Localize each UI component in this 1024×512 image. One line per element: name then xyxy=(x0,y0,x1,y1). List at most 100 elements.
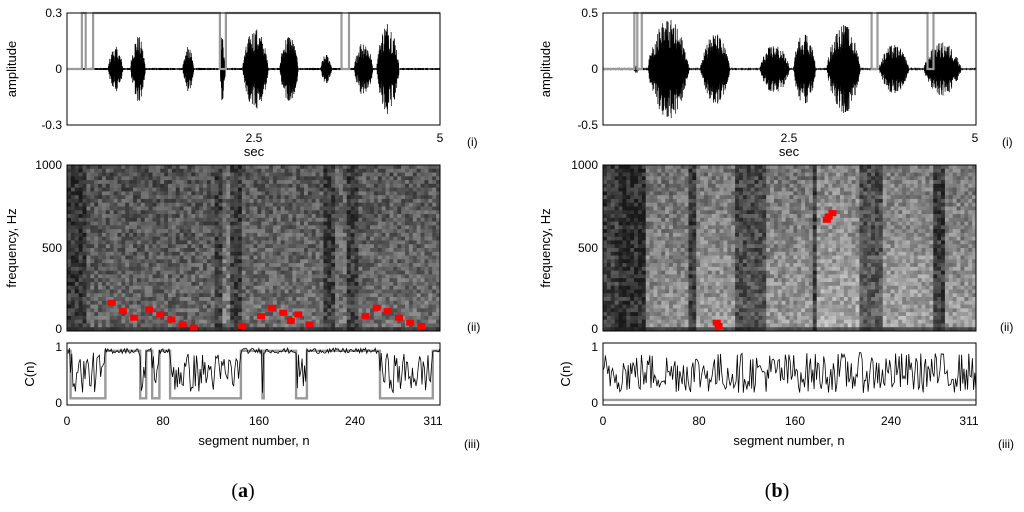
spectrogram-cell xyxy=(90,270,95,275)
spectrogram-cell xyxy=(610,251,616,256)
spectrogram-cell xyxy=(657,202,662,207)
spectrogram-cell xyxy=(618,214,623,219)
spectrogram-cell xyxy=(342,202,348,207)
spectrogram-cell xyxy=(156,191,161,196)
spectrogram-cell xyxy=(105,176,111,181)
spectrogram-cell xyxy=(296,214,301,219)
spectrogram-cell xyxy=(641,289,647,294)
spectrogram-cell xyxy=(331,168,336,173)
spectrogram-cell xyxy=(401,263,406,268)
spectrogram-cell xyxy=(436,165,441,170)
spectrogram-cell xyxy=(140,259,146,264)
spectrogram-cell xyxy=(140,202,146,207)
spectrogram-cell xyxy=(626,285,631,290)
spectrogram-cell xyxy=(133,195,138,200)
spectrogram-cell xyxy=(86,293,91,298)
spectrogram-cell xyxy=(164,214,169,219)
spectrogram-cell xyxy=(362,274,367,279)
spectrogram-cell xyxy=(319,206,324,211)
spectrogram-cell xyxy=(70,232,76,238)
spectrogram-cell xyxy=(304,191,309,196)
spectrogram-cell xyxy=(327,244,332,249)
spectrogram-cell xyxy=(362,244,367,249)
spectrogram-cell xyxy=(156,327,161,332)
spectrogram-cell xyxy=(649,285,654,290)
spectrogram-cell xyxy=(195,293,200,298)
spectrogram-cell xyxy=(133,229,138,234)
spectrogram-cell xyxy=(432,221,437,226)
spectrogram-cell xyxy=(634,319,639,324)
spectrogram-cell xyxy=(187,289,192,294)
spectrogram-cell xyxy=(82,278,87,283)
spectrogram-cell xyxy=(168,270,173,275)
spectrogram-cell xyxy=(377,191,383,196)
spectrogram-cell xyxy=(335,304,340,309)
spectrogram-cell xyxy=(218,195,223,200)
spectrogram-cell xyxy=(218,244,223,249)
spectrogram-cell xyxy=(338,248,344,253)
spectrogram-cell xyxy=(280,221,285,226)
spectrogram-cell xyxy=(206,312,212,317)
spectrogram-cell xyxy=(420,172,425,177)
spectrogram-cell xyxy=(657,183,662,189)
spectrogram-cell xyxy=(160,180,165,185)
spectrogram-cell xyxy=(331,293,336,298)
spectrogram-cell xyxy=(82,251,87,256)
spectrogram-cell xyxy=(626,168,631,173)
decision-step-line xyxy=(67,349,440,400)
spectrogram-cell xyxy=(136,327,142,332)
spectrogram-cell xyxy=(338,304,344,309)
spectrogram-cell xyxy=(416,183,421,189)
spectrogram-cell xyxy=(610,300,616,305)
spectrogram-cell xyxy=(408,289,414,294)
spectrogram-cell xyxy=(187,217,192,222)
spectrogram-cell xyxy=(156,172,161,177)
spectrogram-cell xyxy=(284,304,289,309)
spectrogram-cell xyxy=(657,327,662,332)
spectrogram-cell xyxy=(315,183,320,189)
spectrogram-cell xyxy=(405,198,410,204)
spectrogram-cell xyxy=(436,315,441,321)
spectrogram-cell xyxy=(315,168,320,173)
spectrogram-cell xyxy=(300,255,305,260)
spectrogram-cell xyxy=(82,232,87,238)
spectrogram-cell xyxy=(78,221,83,226)
spectrogram-cell xyxy=(195,319,200,324)
spectrogram-cell xyxy=(661,232,666,238)
spectrogram-cell xyxy=(90,300,95,305)
spectrogram-cell xyxy=(661,319,666,324)
spectrogram-cell xyxy=(218,251,223,256)
spectrogram-cell xyxy=(125,165,130,170)
spectrogram-cell xyxy=(405,255,410,260)
spectrogram-cell xyxy=(657,221,662,226)
spectrogram-cell xyxy=(397,180,402,185)
spectrogram-cell xyxy=(156,270,161,275)
spectrogram-cell xyxy=(606,300,612,305)
spectrogram-cell xyxy=(206,300,212,305)
spectrogram-cell xyxy=(653,278,658,283)
spectrogram-cell xyxy=(610,274,616,279)
spectrogram-cell xyxy=(214,210,219,215)
spectrogram-cell xyxy=(265,281,270,287)
spectrogram-cell xyxy=(377,221,383,226)
spectrogram-cell xyxy=(241,263,247,268)
spectrogram-cell xyxy=(187,198,192,204)
spectrogram-cell xyxy=(265,289,270,294)
spectrogram-cell xyxy=(272,195,278,200)
spectrogram-cell xyxy=(148,259,153,264)
spectrogram-cell xyxy=(331,236,336,241)
spectrogram-cell xyxy=(397,308,402,313)
spectrogram-cell xyxy=(373,293,379,298)
spectrogram-cell xyxy=(354,225,359,230)
spectrogram-cell xyxy=(140,217,146,222)
spectrogram-cell xyxy=(436,195,441,200)
spectrogram-cell xyxy=(428,168,433,173)
spectrogram-cell xyxy=(210,304,216,309)
spectrogram-cell xyxy=(226,274,231,279)
spectrogram-cell xyxy=(195,263,200,268)
spectrogram-cell xyxy=(296,281,301,287)
spectrogram-cell xyxy=(436,214,441,219)
spectrogram-cell xyxy=(74,176,80,181)
spectrogram-cell xyxy=(168,221,173,226)
spectrogram-cell xyxy=(249,312,254,317)
